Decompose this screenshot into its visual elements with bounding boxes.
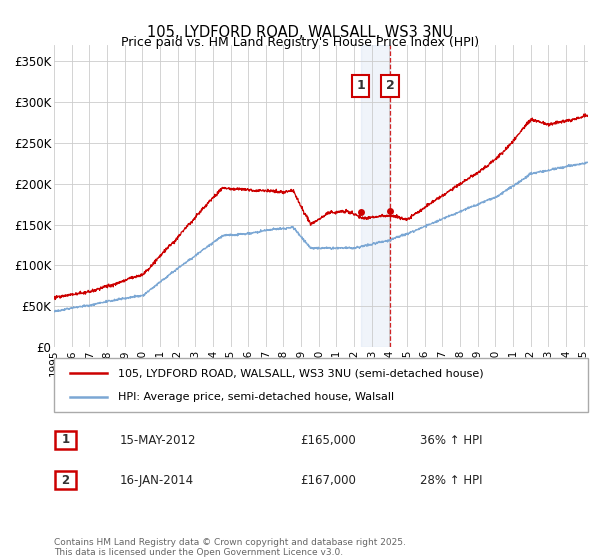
FancyBboxPatch shape	[55, 431, 76, 449]
FancyBboxPatch shape	[54, 358, 588, 412]
Text: 2: 2	[61, 474, 70, 487]
Text: 36% ↑ HPI: 36% ↑ HPI	[420, 433, 482, 447]
Text: 28% ↑ HPI: 28% ↑ HPI	[420, 474, 482, 487]
Text: £165,000: £165,000	[300, 433, 356, 447]
Text: HPI: Average price, semi-detached house, Walsall: HPI: Average price, semi-detached house,…	[118, 391, 394, 402]
Text: 105, LYDFORD ROAD, WALSALL, WS3 3NU (semi-detached house): 105, LYDFORD ROAD, WALSALL, WS3 3NU (sem…	[118, 368, 484, 379]
Text: 1: 1	[61, 433, 70, 446]
Text: 16-JAN-2014: 16-JAN-2014	[120, 474, 194, 487]
FancyBboxPatch shape	[55, 472, 76, 489]
Text: £167,000: £167,000	[300, 474, 356, 487]
Text: Price paid vs. HM Land Registry's House Price Index (HPI): Price paid vs. HM Land Registry's House …	[121, 36, 479, 49]
Text: 1: 1	[356, 79, 365, 92]
Text: Contains HM Land Registry data © Crown copyright and database right 2025.
This d: Contains HM Land Registry data © Crown c…	[54, 538, 406, 557]
Bar	[361, 45, 390, 347]
Text: 105, LYDFORD ROAD, WALSALL, WS3 3NU: 105, LYDFORD ROAD, WALSALL, WS3 3NU	[147, 25, 453, 40]
Text: 15-MAY-2012: 15-MAY-2012	[120, 433, 197, 447]
Text: 2: 2	[386, 79, 395, 92]
